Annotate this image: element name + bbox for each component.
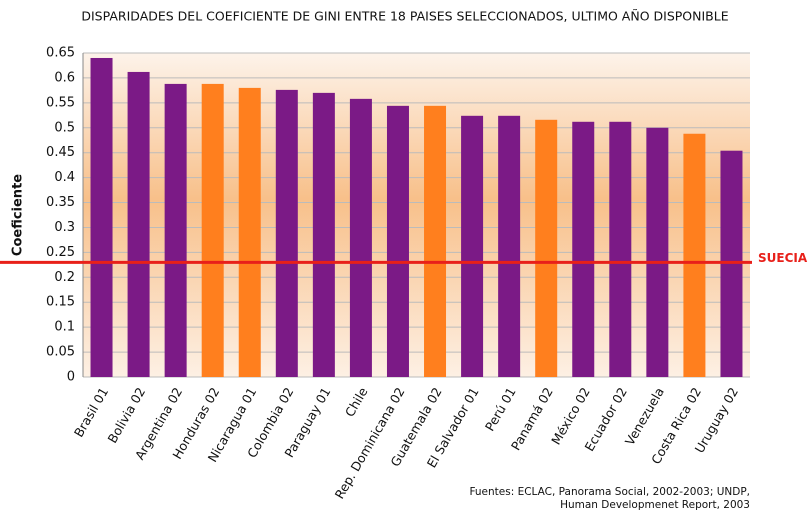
bar: [646, 127, 669, 378]
reference-label: SUECIA: [758, 251, 808, 265]
y-tick-label: 0.3: [54, 220, 75, 235]
y-tick-label: 0.55: [46, 95, 75, 110]
x-tick-label: Perú 01: [482, 385, 519, 434]
y-tick-label: 0.45: [46, 145, 75, 160]
y-tick-label: 0.05: [46, 345, 75, 360]
y-axis-label: Coeficiente: [11, 174, 26, 256]
y-tick-label: 0.65: [46, 46, 75, 61]
bar: [90, 57, 113, 377]
chart-title: DISPARIDADES DEL COEFICIENTE DE GINI ENT…: [81, 9, 728, 24]
bar: [201, 83, 224, 378]
bar: [275, 89, 298, 377]
bar: [312, 92, 335, 377]
bar: [609, 121, 632, 377]
bar: [386, 105, 409, 378]
y-tick-label: 0.15: [46, 295, 75, 310]
y-tick-label: 0.4: [54, 170, 75, 185]
y-tick-label: 0.6: [54, 70, 75, 85]
bar: [535, 119, 558, 377]
bar: [238, 87, 261, 378]
source: Fuentes: ECLAC, Panorama Social, 2002-20…: [469, 486, 750, 498]
y-tick-label: 0: [67, 370, 75, 385]
y-tick-label: 0.5: [54, 120, 75, 135]
bar: [349, 98, 372, 377]
plot-area: [83, 53, 750, 377]
bar: [127, 71, 150, 378]
y-tick-label: 0.25: [46, 245, 75, 260]
bar: [461, 115, 484, 377]
bar: [498, 115, 521, 377]
y-tick-label: 0.1: [54, 320, 75, 335]
y-tick-label: 0.2: [54, 270, 75, 285]
x-tick-label: Brasil 01: [71, 385, 111, 440]
bar: [164, 83, 187, 378]
bar: [424, 105, 447, 378]
y-tick-label: 0.35: [46, 195, 75, 210]
x-tick-label: Rep. Dominicana 02: [332, 385, 408, 502]
x-tick-label: Chile: [342, 384, 371, 419]
source: Human Developmenet Report, 2003: [560, 499, 750, 510]
bar: [683, 133, 706, 377]
bar: [572, 121, 595, 377]
